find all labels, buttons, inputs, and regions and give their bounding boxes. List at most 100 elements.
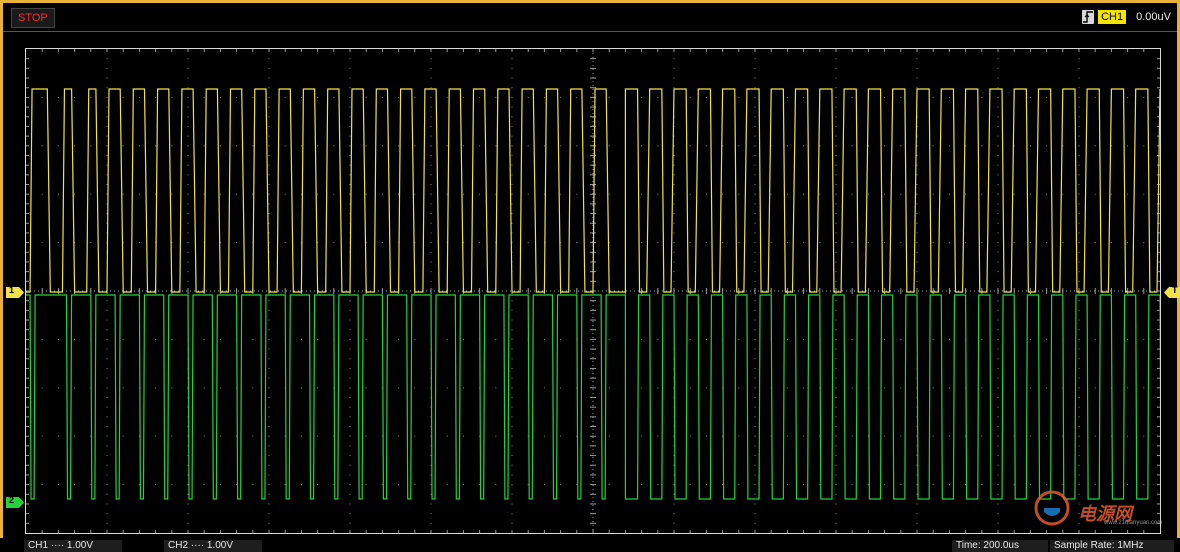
sample-rate[interactable]: Sample Rate: 1MHz bbox=[1050, 540, 1174, 552]
grid-dot bbox=[414, 484, 416, 486]
grid-dot bbox=[786, 193, 788, 195]
grid-dot bbox=[981, 435, 983, 437]
grid-dot bbox=[754, 329, 756, 331]
grid-dot bbox=[835, 455, 837, 457]
grid-dot bbox=[1078, 193, 1080, 195]
scope-display[interactable] bbox=[25, 48, 1161, 534]
grid-dot bbox=[495, 435, 497, 437]
grid-dot bbox=[446, 338, 448, 340]
grid-dot bbox=[122, 96, 124, 98]
grid-dot bbox=[754, 503, 756, 505]
grid-dot bbox=[689, 484, 691, 486]
grid-dot bbox=[106, 503, 108, 505]
grid-dot bbox=[122, 338, 124, 340]
grid-dot bbox=[219, 193, 221, 195]
grid-dot bbox=[916, 455, 918, 457]
grid-dot bbox=[1078, 474, 1080, 476]
grid-dot bbox=[1062, 484, 1064, 486]
grid-dot bbox=[106, 67, 108, 69]
grid-dot bbox=[916, 58, 918, 60]
grid-dot bbox=[187, 135, 189, 137]
grid-dot bbox=[41, 484, 43, 486]
grid-dot bbox=[1078, 300, 1080, 302]
grid-dot bbox=[867, 435, 869, 437]
grid-dot bbox=[511, 493, 513, 495]
grid-dot bbox=[349, 522, 351, 524]
grid-dot bbox=[884, 193, 886, 195]
grid-dot bbox=[738, 435, 740, 437]
grid-dot bbox=[41, 145, 43, 147]
grid-dot bbox=[641, 387, 643, 389]
grid-dot bbox=[74, 338, 76, 340]
grid-dot bbox=[511, 348, 513, 350]
grid-dot bbox=[754, 135, 756, 137]
grid-dot bbox=[997, 396, 999, 398]
grid-dot bbox=[268, 348, 270, 350]
grid-dot bbox=[219, 387, 221, 389]
grid-dot bbox=[932, 145, 934, 147]
grid-dot bbox=[738, 338, 740, 340]
grid-dot bbox=[997, 96, 999, 98]
grid-dot bbox=[187, 106, 189, 108]
grid-dot bbox=[511, 377, 513, 379]
rising-edge-icon[interactable] bbox=[1082, 10, 1095, 24]
trigger-channel-badge[interactable]: CH1 bbox=[1098, 10, 1127, 24]
grid-dot bbox=[851, 96, 853, 98]
grid-dot bbox=[997, 203, 999, 205]
grid-dot bbox=[430, 493, 432, 495]
ch2-ground-marker[interactable]: 2 bbox=[6, 495, 24, 508]
ch1-ground-marker[interactable]: 1 bbox=[6, 285, 24, 298]
grid-dot bbox=[1094, 387, 1096, 389]
grid-dot bbox=[1078, 242, 1080, 244]
grid-dot bbox=[1127, 242, 1129, 244]
grid-dot bbox=[317, 96, 319, 98]
grid-dot bbox=[268, 484, 270, 486]
grid-dot bbox=[997, 184, 999, 186]
ch2-scale[interactable]: CH2 ···· 1.00V bbox=[164, 540, 262, 552]
grid-dot bbox=[916, 193, 918, 195]
grid-dot bbox=[187, 145, 189, 147]
trigger-level-marker[interactable]: T bbox=[1164, 285, 1180, 298]
grid-dot bbox=[203, 145, 205, 147]
grid-dot bbox=[689, 387, 691, 389]
grid-dot bbox=[997, 77, 999, 79]
grid-dot bbox=[641, 242, 643, 244]
grid-dot bbox=[106, 145, 108, 147]
grid-dot bbox=[997, 154, 999, 156]
ch1-scale[interactable]: CH1 ···· 1.00V bbox=[24, 540, 122, 552]
grid-dot bbox=[673, 522, 675, 524]
grid-dot bbox=[349, 493, 351, 495]
grid-dot bbox=[1013, 484, 1015, 486]
grid-dot bbox=[997, 406, 999, 408]
grid-dot bbox=[430, 522, 432, 524]
grid-dot bbox=[236, 242, 238, 244]
grid-dot bbox=[219, 338, 221, 340]
grid-dot bbox=[106, 367, 108, 369]
grid-dot bbox=[997, 503, 999, 505]
grid-dot bbox=[430, 77, 432, 79]
grid-dot bbox=[754, 271, 756, 273]
grid-dot bbox=[932, 96, 934, 98]
grid-dot bbox=[462, 338, 464, 340]
grid-dot bbox=[560, 145, 562, 147]
grid-dot bbox=[560, 338, 562, 340]
run-stop-button[interactable]: STOP bbox=[11, 8, 55, 28]
grid-dot bbox=[819, 145, 821, 147]
grid-dot bbox=[268, 135, 270, 137]
grid-dot bbox=[997, 474, 999, 476]
grid-dot bbox=[754, 455, 756, 457]
grid-dot bbox=[786, 242, 788, 244]
grid-dot bbox=[511, 484, 513, 486]
grid-dot bbox=[511, 503, 513, 505]
time-base[interactable]: Time: 200.0us bbox=[952, 540, 1048, 552]
grid-dot bbox=[754, 174, 756, 176]
grid-dot bbox=[430, 164, 432, 166]
grid-dot bbox=[414, 435, 416, 437]
grid-dot bbox=[835, 261, 837, 263]
grid-dot bbox=[835, 416, 837, 418]
grid-dot bbox=[106, 135, 108, 137]
grid-dot bbox=[511, 406, 513, 408]
grid-dot bbox=[673, 484, 675, 486]
grid-dot bbox=[252, 96, 254, 98]
grid-dot bbox=[333, 145, 335, 147]
